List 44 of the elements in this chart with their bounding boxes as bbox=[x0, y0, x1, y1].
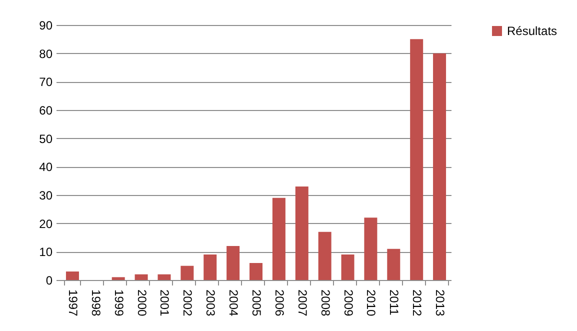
x-tick-label: 2008 bbox=[318, 290, 332, 317]
x-tick-label: 2004 bbox=[226, 290, 241, 317]
bar bbox=[180, 266, 194, 280]
x-tick-label: 2003 bbox=[204, 290, 218, 317]
bar bbox=[318, 232, 332, 280]
y-tick-label: 90 bbox=[39, 18, 53, 32]
bar bbox=[204, 254, 217, 280]
x-tick-label: 2002 bbox=[180, 290, 195, 317]
x-tick-label: 2009 bbox=[341, 290, 356, 317]
bar bbox=[66, 272, 79, 280]
y-tick-label: 60 bbox=[39, 104, 53, 118]
x-tick-label: 2013 bbox=[433, 290, 448, 317]
x-tick-label: 1997 bbox=[66, 290, 80, 317]
y-tick-label: 50 bbox=[39, 132, 53, 146]
bar bbox=[158, 274, 171, 280]
x-tick-label: 2010 bbox=[364, 290, 378, 317]
y-tick-label: 40 bbox=[39, 160, 53, 174]
y-tick-label: 10 bbox=[39, 245, 53, 260]
x-tick-label: 1998 bbox=[88, 290, 103, 317]
bar bbox=[295, 186, 308, 280]
bar bbox=[410, 39, 424, 280]
bar bbox=[433, 53, 446, 280]
x-tick-label: 2012 bbox=[410, 290, 424, 317]
bar bbox=[226, 246, 240, 280]
bar bbox=[364, 218, 378, 280]
bar bbox=[112, 277, 125, 280]
x-tick-label: 2001 bbox=[158, 290, 172, 317]
x-tick-label: 2011 bbox=[387, 290, 402, 316]
bar bbox=[250, 263, 262, 280]
x-tick-label: 2007 bbox=[295, 290, 310, 317]
y-tick-label: 0 bbox=[46, 274, 53, 288]
y-tick-label: 30 bbox=[39, 188, 53, 202]
bar bbox=[272, 198, 286, 280]
x-tick-label: 1999 bbox=[112, 290, 126, 317]
x-tick-label: 2006 bbox=[272, 290, 286, 317]
x-tick-label: 2005 bbox=[250, 290, 264, 317]
x-tick-label: 2000 bbox=[134, 290, 149, 317]
y-tick-label: 20 bbox=[39, 216, 53, 231]
bar bbox=[387, 248, 400, 280]
bar bbox=[134, 274, 148, 280]
y-tick-label: 70 bbox=[39, 75, 53, 90]
y-tick-label: 80 bbox=[39, 46, 53, 61]
bar bbox=[341, 254, 354, 280]
legend-label: Résultats bbox=[507, 24, 558, 38]
